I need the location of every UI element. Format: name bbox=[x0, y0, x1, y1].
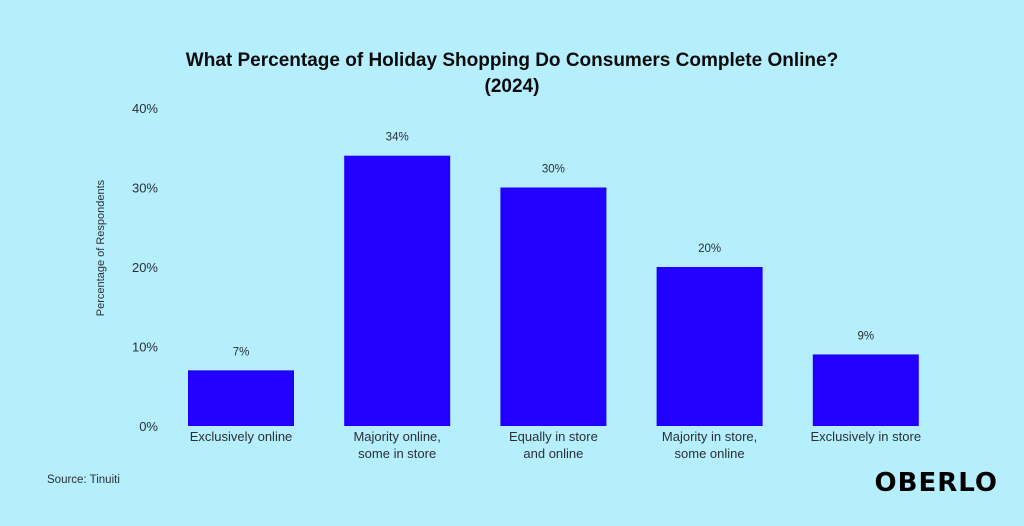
data-label: 9% bbox=[857, 330, 874, 342]
category-label: Majority online, bbox=[353, 429, 440, 444]
category-label: some in store bbox=[358, 446, 436, 461]
chart-title: What Percentage of Holiday Shopping Do C… bbox=[186, 50, 838, 71]
y-axis-label: Percentage of Respondents bbox=[95, 179, 107, 316]
bar bbox=[500, 187, 607, 426]
category-labels: Exclusively online Majority online, some i… bbox=[190, 429, 921, 461]
bar bbox=[656, 267, 763, 426]
category-label: Exclusively online bbox=[190, 429, 293, 444]
y-tick-label: 30% bbox=[132, 181, 158, 196]
category-label: some online bbox=[675, 446, 745, 461]
source-note: Source: Tinuiti bbox=[47, 474, 120, 486]
chart-subtitle: (2024) bbox=[485, 76, 540, 97]
data-labels: 7% 34% 30% 20% 9% bbox=[233, 132, 874, 359]
category-label: Equally in store bbox=[509, 429, 598, 444]
data-label: 7% bbox=[233, 346, 250, 358]
bar bbox=[344, 155, 451, 426]
bars bbox=[188, 155, 919, 426]
y-tick-label: 20% bbox=[132, 260, 158, 275]
y-tick-label: 0% bbox=[139, 419, 158, 434]
bar bbox=[188, 370, 294, 426]
data-label: 34% bbox=[386, 132, 409, 144]
category-label: and online bbox=[523, 446, 583, 461]
y-tick-label: 40% bbox=[132, 101, 158, 116]
data-label: 30% bbox=[542, 164, 565, 176]
y-axis-ticks: 0% 10% 20% 30% 40% bbox=[132, 101, 158, 434]
category-label: Majority in store, bbox=[662, 429, 757, 444]
bar bbox=[812, 354, 919, 426]
category-label: Exclusively in store bbox=[811, 429, 922, 444]
data-label: 20% bbox=[698, 243, 721, 255]
y-tick-label: 10% bbox=[132, 340, 158, 355]
oberlo-logo: OBERLO bbox=[875, 468, 998, 498]
